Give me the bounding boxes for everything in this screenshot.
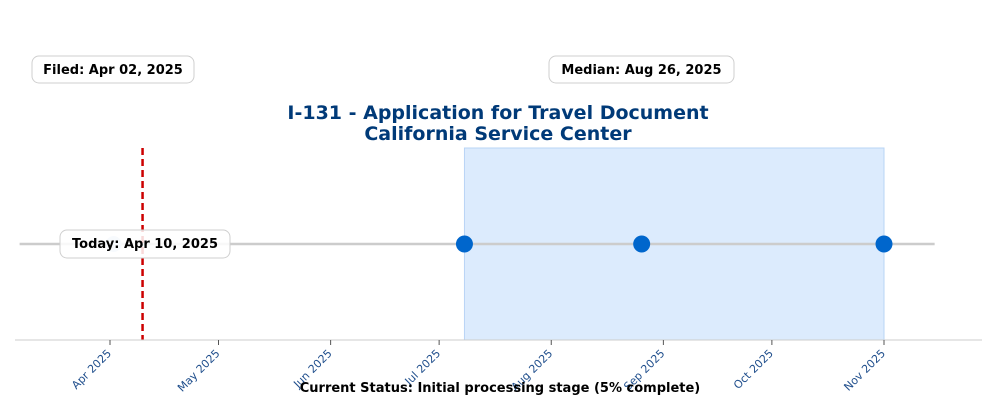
filed-annotation-box xyxy=(31,55,195,84)
x-tick-label: May 2025 xyxy=(175,347,223,395)
timeline-point-range-start xyxy=(455,235,473,253)
timeline-point-median xyxy=(633,235,651,253)
x-tick-label: Nov 2025 xyxy=(841,347,888,394)
x-tick-label: Apr 2025 xyxy=(69,347,114,392)
today-annotation-text: Today: Apr 10, 2025 xyxy=(72,237,218,252)
median-annotation: Median: Aug 26, 2025 xyxy=(548,55,735,84)
chart-title-line-1: I-131 - Application for Travel Document xyxy=(287,102,708,124)
today-annotation: Today: Apr 10, 2025 xyxy=(59,229,231,259)
filed-annotation-text: Filed: Apr 02, 2025 xyxy=(43,63,183,78)
timeline-point-range-end xyxy=(875,235,893,253)
today-annotation-box xyxy=(59,229,231,259)
current-status-text: Current Status: Initial processing stage… xyxy=(300,381,701,396)
filed-annotation: Filed: Apr 02, 2025 xyxy=(31,55,195,84)
median-annotation-box xyxy=(548,55,735,84)
x-tick-label: Oct 2025 xyxy=(731,347,776,392)
median-annotation-text: Median: Aug 26, 2025 xyxy=(561,63,721,78)
chart-title-line-2: California Service Center xyxy=(364,123,632,145)
